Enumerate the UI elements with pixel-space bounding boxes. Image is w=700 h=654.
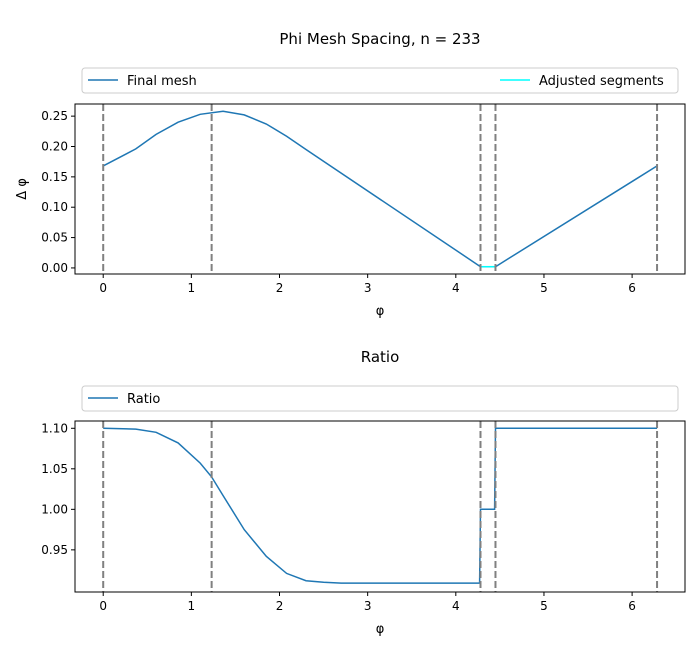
x-tick-label: 2	[276, 281, 284, 295]
axes-phi-mesh-spacing: 0 1 2 3 4 5 6 0.00 0.05 0.10 0.15 0.20 0.25	[41, 103, 686, 295]
y-tick-label: 1.00	[41, 502, 68, 516]
x-tick-label: 6	[628, 281, 636, 295]
y-tick-label: 0.10	[41, 200, 68, 214]
y-tick-label: 1.05	[41, 462, 68, 476]
chart-title-2: Ratio	[361, 348, 400, 366]
y-tick-label: 1.10	[41, 421, 68, 435]
y-axis-label-1: Δ φ	[15, 178, 30, 200]
x-tick-label: 4	[452, 599, 460, 613]
x-tick-label: 1	[188, 281, 196, 295]
axes-frame	[74, 103, 686, 275]
axes-ratio: 0 1 2 3 4 5 6 0.95 1.00 1.05 1.10	[41, 420, 686, 613]
legend-box-1	[81, 67, 679, 94]
legend-label-adjusted-segments: Adjusted segments	[539, 74, 664, 89]
x-tick-label: 2	[276, 599, 284, 613]
y-tick-label: 0.20	[41, 140, 68, 154]
x-tick-label: 4	[452, 281, 460, 295]
y-tick-label: 0.25	[41, 109, 68, 123]
chart-title-1: Phi Mesh Spacing, n = 233	[279, 30, 480, 48]
legend-2: Ratio	[81, 385, 679, 412]
x-tick-label: 0	[99, 599, 107, 613]
x-tick-label: 3	[364, 281, 372, 295]
series-line-final-mesh	[102, 110, 658, 268]
x-axis-label-2: φ	[376, 622, 385, 637]
y-tick-label: 0.95	[41, 543, 68, 557]
y-tick-label: 0.15	[41, 170, 68, 184]
legend-label-ratio: Ratio	[127, 392, 160, 407]
y-tick-label: 0.05	[41, 231, 68, 245]
x-tick-label: 6	[628, 599, 636, 613]
legend-1: Final mesh Adjusted segments	[81, 67, 679, 94]
legend-box-2	[81, 385, 679, 412]
y-tick-label: 0.00	[41, 261, 68, 275]
x-tick-label: 5	[540, 281, 548, 295]
x-tick-label: 5	[540, 599, 548, 613]
series-line-ratio	[103, 427, 658, 584]
x-tick-label: 1	[188, 599, 196, 613]
x-axis-label-1: φ	[376, 304, 385, 319]
x-tick-label: 3	[364, 599, 372, 613]
legend-label-final-mesh: Final mesh	[127, 74, 197, 89]
x-tick-label: 0	[99, 281, 107, 295]
axes-frame	[74, 420, 686, 593]
